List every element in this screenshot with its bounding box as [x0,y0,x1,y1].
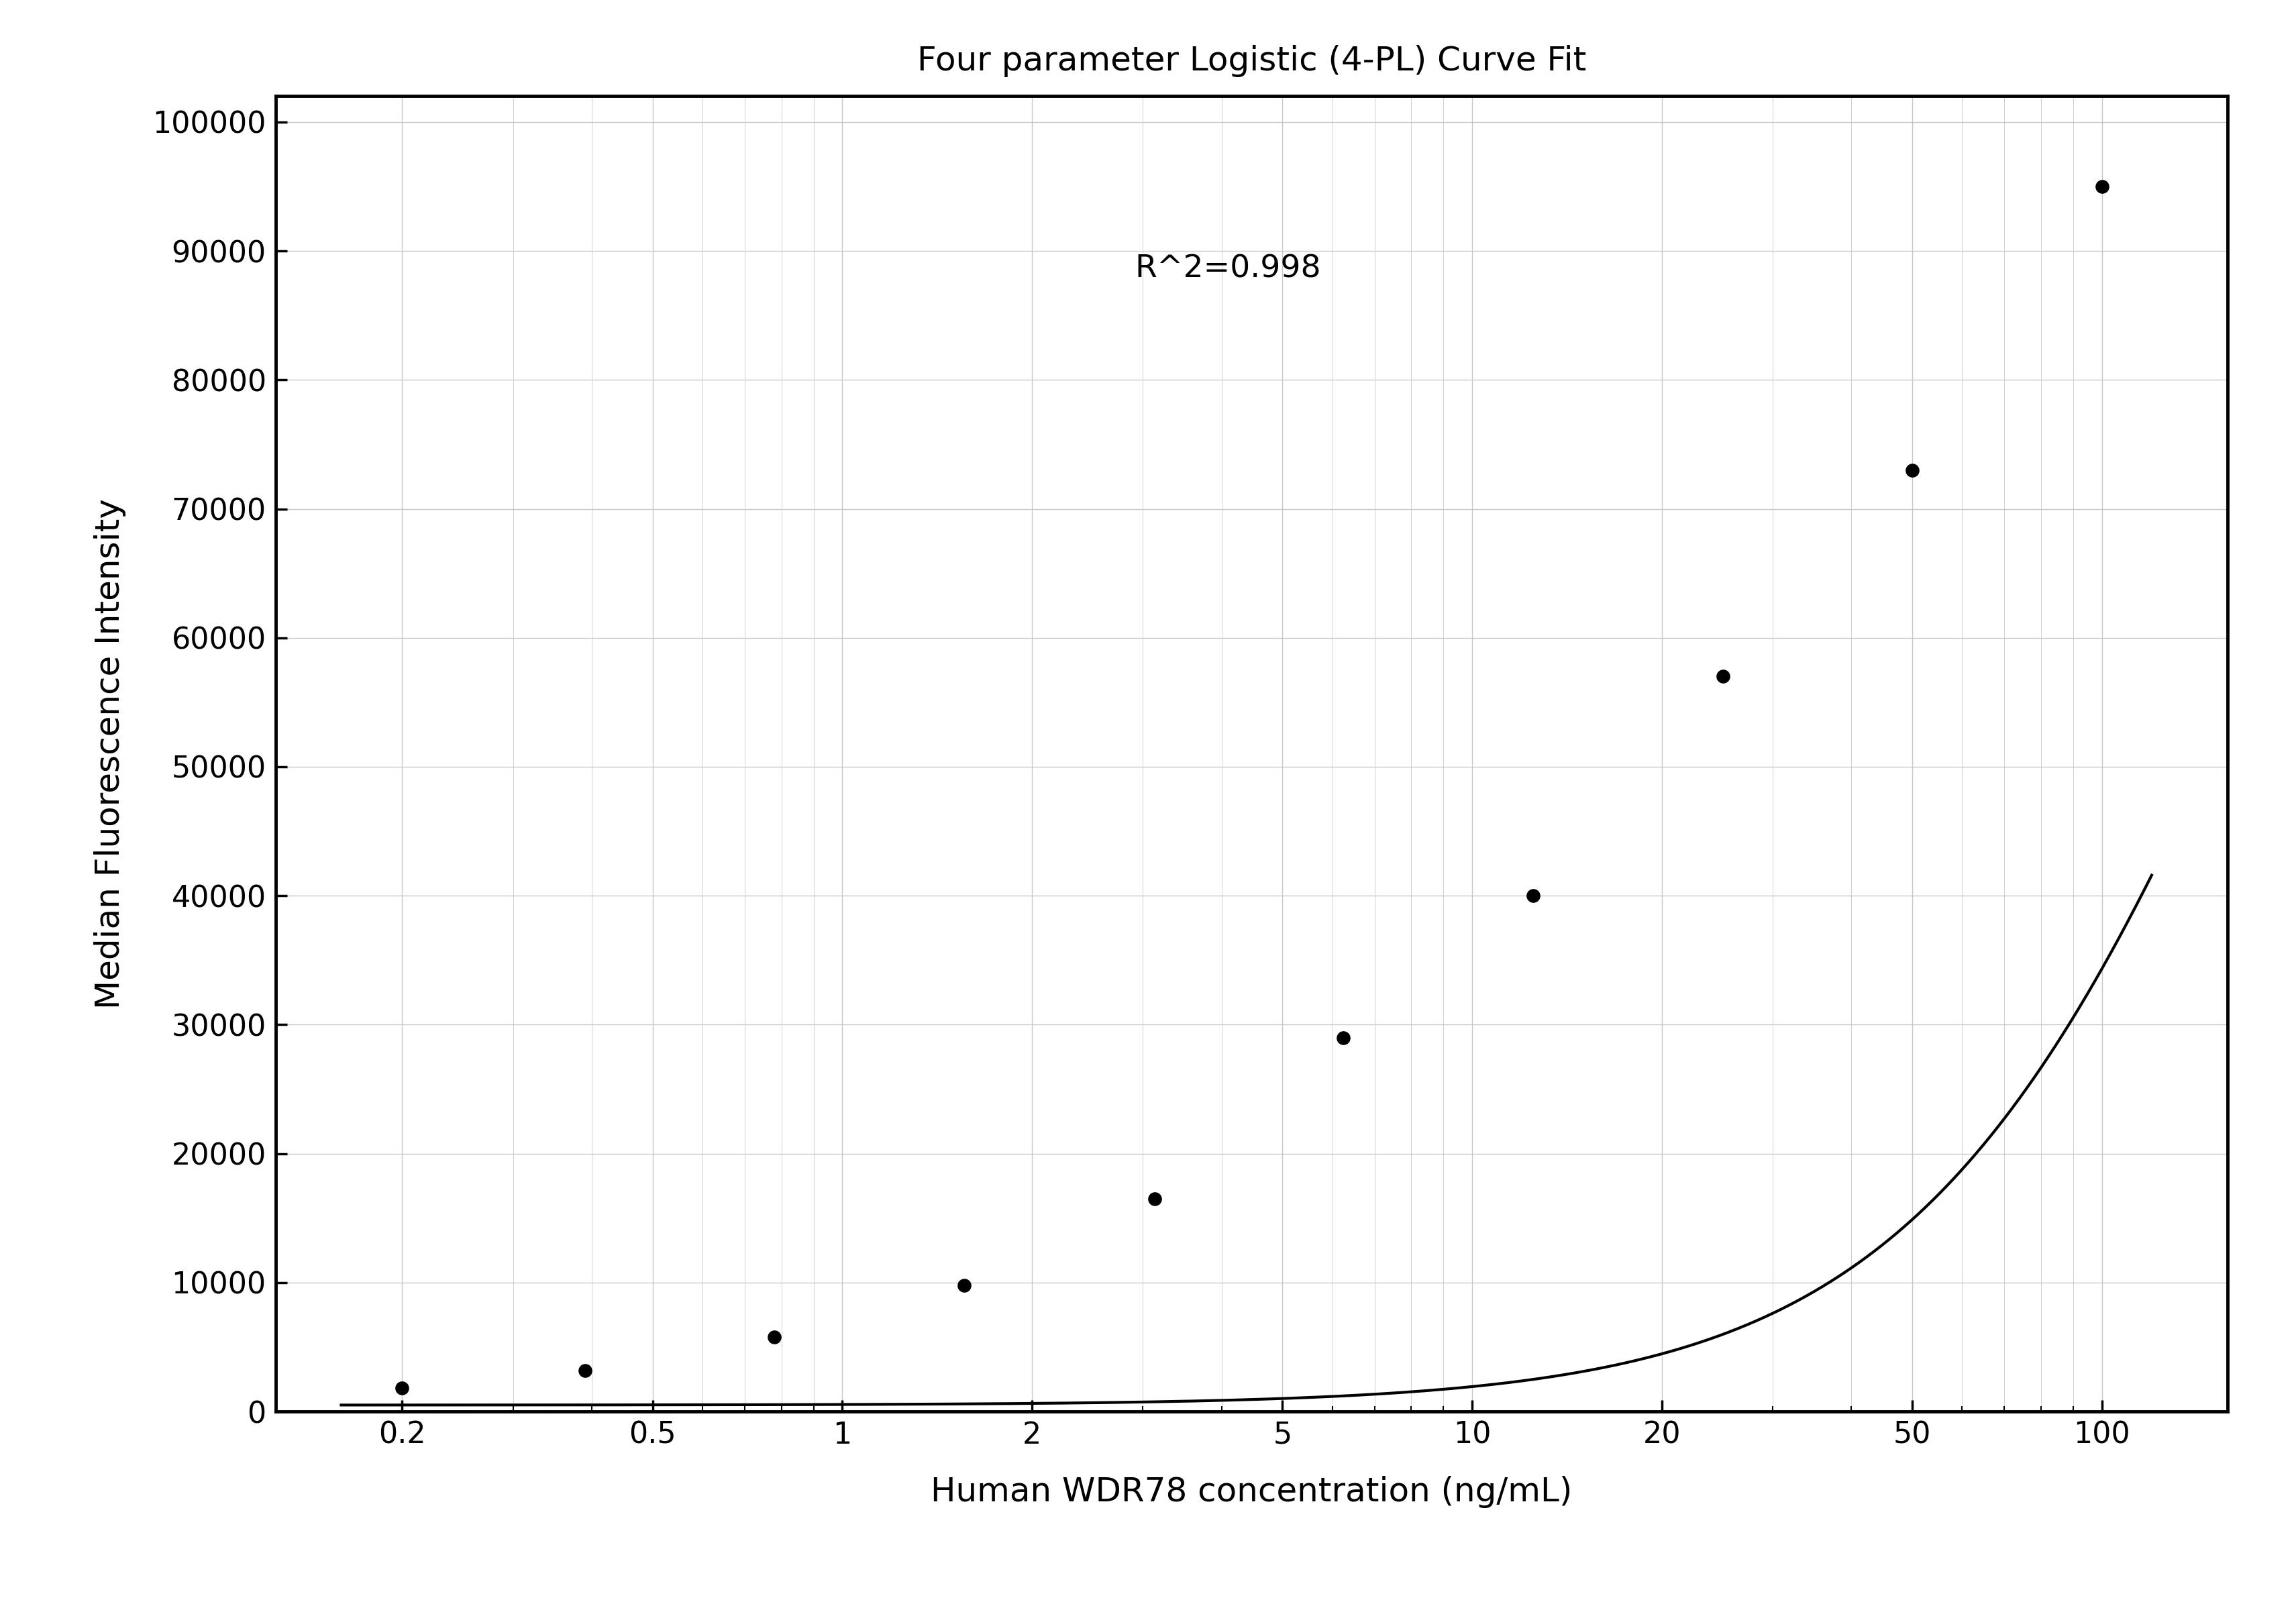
Point [1704,664,1740,690]
Point [1325,1025,1362,1051]
Point [1515,882,1552,908]
Title: Four parameter Logistic (4-PL) Curve Fit: Four parameter Logistic (4-PL) Curve Fit [916,45,1587,77]
Point [1137,1185,1173,1211]
Point [2082,173,2119,199]
Point [755,1323,792,1349]
Point [567,1357,604,1383]
Y-axis label: Median Fluorescence Intensity: Median Fluorescence Intensity [94,499,126,1009]
X-axis label: Human WDR78 concentration (ng/mL): Human WDR78 concentration (ng/mL) [930,1476,1573,1508]
Point [383,1376,420,1402]
Point [1894,457,1931,483]
Point [946,1272,983,1298]
Text: R^2=0.998: R^2=0.998 [1134,253,1320,284]
